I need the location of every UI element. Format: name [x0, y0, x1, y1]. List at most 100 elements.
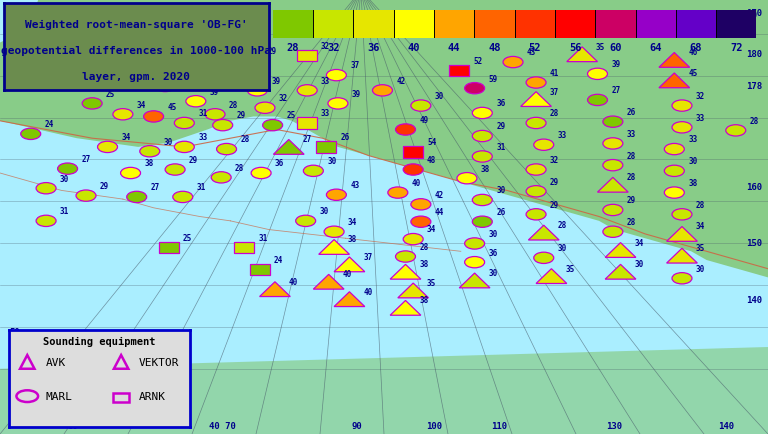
- Text: 29: 29: [189, 155, 198, 164]
- Text: 38: 38: [419, 296, 429, 305]
- Text: layer, gpm. 2020: layer, gpm. 2020: [82, 72, 190, 82]
- Circle shape: [664, 166, 684, 177]
- Text: 30: 30: [60, 174, 69, 183]
- Circle shape: [324, 227, 344, 238]
- Circle shape: [472, 131, 492, 142]
- Text: 27: 27: [303, 135, 312, 144]
- Text: 44: 44: [435, 207, 444, 217]
- Bar: [595, 11, 636, 39]
- Polygon shape: [659, 53, 690, 68]
- Text: 52: 52: [528, 43, 541, 53]
- Text: 34: 34: [137, 100, 146, 109]
- Text: 60: 60: [68, 421, 78, 430]
- Text: 35: 35: [427, 278, 436, 287]
- Circle shape: [217, 144, 237, 155]
- Text: geopotential differences in 1000-100 hPa: geopotential differences in 1000-100 hPa: [2, 46, 271, 56]
- Text: 40: 40: [289, 277, 298, 286]
- Text: 42: 42: [396, 76, 406, 85]
- Circle shape: [121, 168, 141, 179]
- Text: 40: 40: [408, 43, 420, 53]
- Text: 36: 36: [488, 248, 498, 257]
- Text: 37: 37: [550, 87, 559, 96]
- Text: 36: 36: [275, 159, 284, 168]
- Circle shape: [403, 164, 423, 176]
- Text: 38: 38: [481, 164, 490, 173]
- Circle shape: [672, 273, 692, 284]
- Circle shape: [603, 160, 623, 171]
- Bar: [434, 11, 474, 39]
- Circle shape: [173, 192, 193, 203]
- Bar: [159, 243, 179, 254]
- Text: 34: 34: [427, 225, 436, 234]
- Polygon shape: [521, 92, 551, 107]
- Text: 38: 38: [419, 260, 429, 269]
- Text: 40: 40: [343, 270, 352, 279]
- Bar: [403, 147, 423, 158]
- Text: 51: 51: [225, 57, 234, 66]
- Circle shape: [534, 140, 554, 151]
- Text: 28: 28: [550, 109, 559, 118]
- Text: 150: 150: [746, 239, 762, 247]
- Text: 33: 33: [558, 131, 567, 140]
- Text: 30: 30: [319, 207, 329, 216]
- Polygon shape: [605, 243, 636, 258]
- Text: 40: 40: [412, 178, 421, 187]
- Text: 60: 60: [555, 11, 566, 20]
- Text: 40 70: 40 70: [210, 421, 236, 430]
- Text: 20: 20: [229, 11, 240, 20]
- Text: 72: 72: [730, 43, 743, 53]
- Circle shape: [588, 95, 607, 106]
- Text: 29: 29: [267, 47, 276, 56]
- Text: 31: 31: [198, 109, 207, 118]
- Circle shape: [21, 129, 41, 140]
- Text: 34: 34: [696, 222, 705, 231]
- Text: 70: 70: [490, 11, 501, 20]
- Circle shape: [224, 77, 244, 88]
- Circle shape: [472, 151, 492, 163]
- Circle shape: [372, 85, 392, 97]
- Bar: [635, 11, 676, 39]
- Polygon shape: [313, 275, 344, 289]
- Circle shape: [328, 99, 348, 110]
- Text: 29: 29: [627, 196, 636, 205]
- Circle shape: [534, 253, 554, 264]
- Text: 28: 28: [229, 100, 238, 109]
- Circle shape: [165, 164, 185, 176]
- Text: 90: 90: [425, 11, 435, 20]
- Bar: [554, 11, 595, 39]
- Circle shape: [603, 117, 623, 128]
- Polygon shape: [667, 227, 697, 242]
- Text: 27: 27: [611, 86, 621, 95]
- Text: 160: 160: [741, 11, 756, 20]
- Text: 28: 28: [558, 220, 567, 230]
- Text: 27: 27: [151, 183, 160, 192]
- Text: 36: 36: [496, 99, 505, 108]
- Bar: [716, 11, 756, 39]
- Text: Weighted root-mean-square 'OB-FG': Weighted root-mean-square 'OB-FG': [25, 20, 248, 30]
- Text: 160: 160: [746, 182, 762, 191]
- Text: 170: 170: [746, 9, 762, 17]
- Circle shape: [457, 173, 477, 184]
- Polygon shape: [390, 301, 421, 316]
- Text: 38: 38: [688, 178, 697, 187]
- Text: 48: 48: [427, 155, 436, 164]
- Text: 178: 178: [746, 82, 762, 91]
- Circle shape: [243, 56, 263, 67]
- Text: 32: 32: [550, 155, 559, 164]
- Circle shape: [36, 216, 56, 227]
- Text: 39: 39: [271, 76, 280, 85]
- Text: 24: 24: [273, 255, 283, 264]
- Text: 110: 110: [492, 421, 507, 430]
- Bar: [515, 11, 554, 39]
- Text: 32: 32: [696, 92, 705, 101]
- Text: 29: 29: [550, 200, 559, 209]
- Circle shape: [603, 138, 623, 150]
- Text: 28: 28: [419, 242, 429, 251]
- Bar: [449, 66, 469, 77]
- Circle shape: [144, 112, 164, 123]
- Text: 30: 30: [496, 186, 505, 195]
- Text: 140: 140: [718, 421, 733, 430]
- Text: 26: 26: [627, 108, 636, 117]
- Text: 27: 27: [81, 155, 91, 164]
- Text: 34: 34: [121, 133, 131, 142]
